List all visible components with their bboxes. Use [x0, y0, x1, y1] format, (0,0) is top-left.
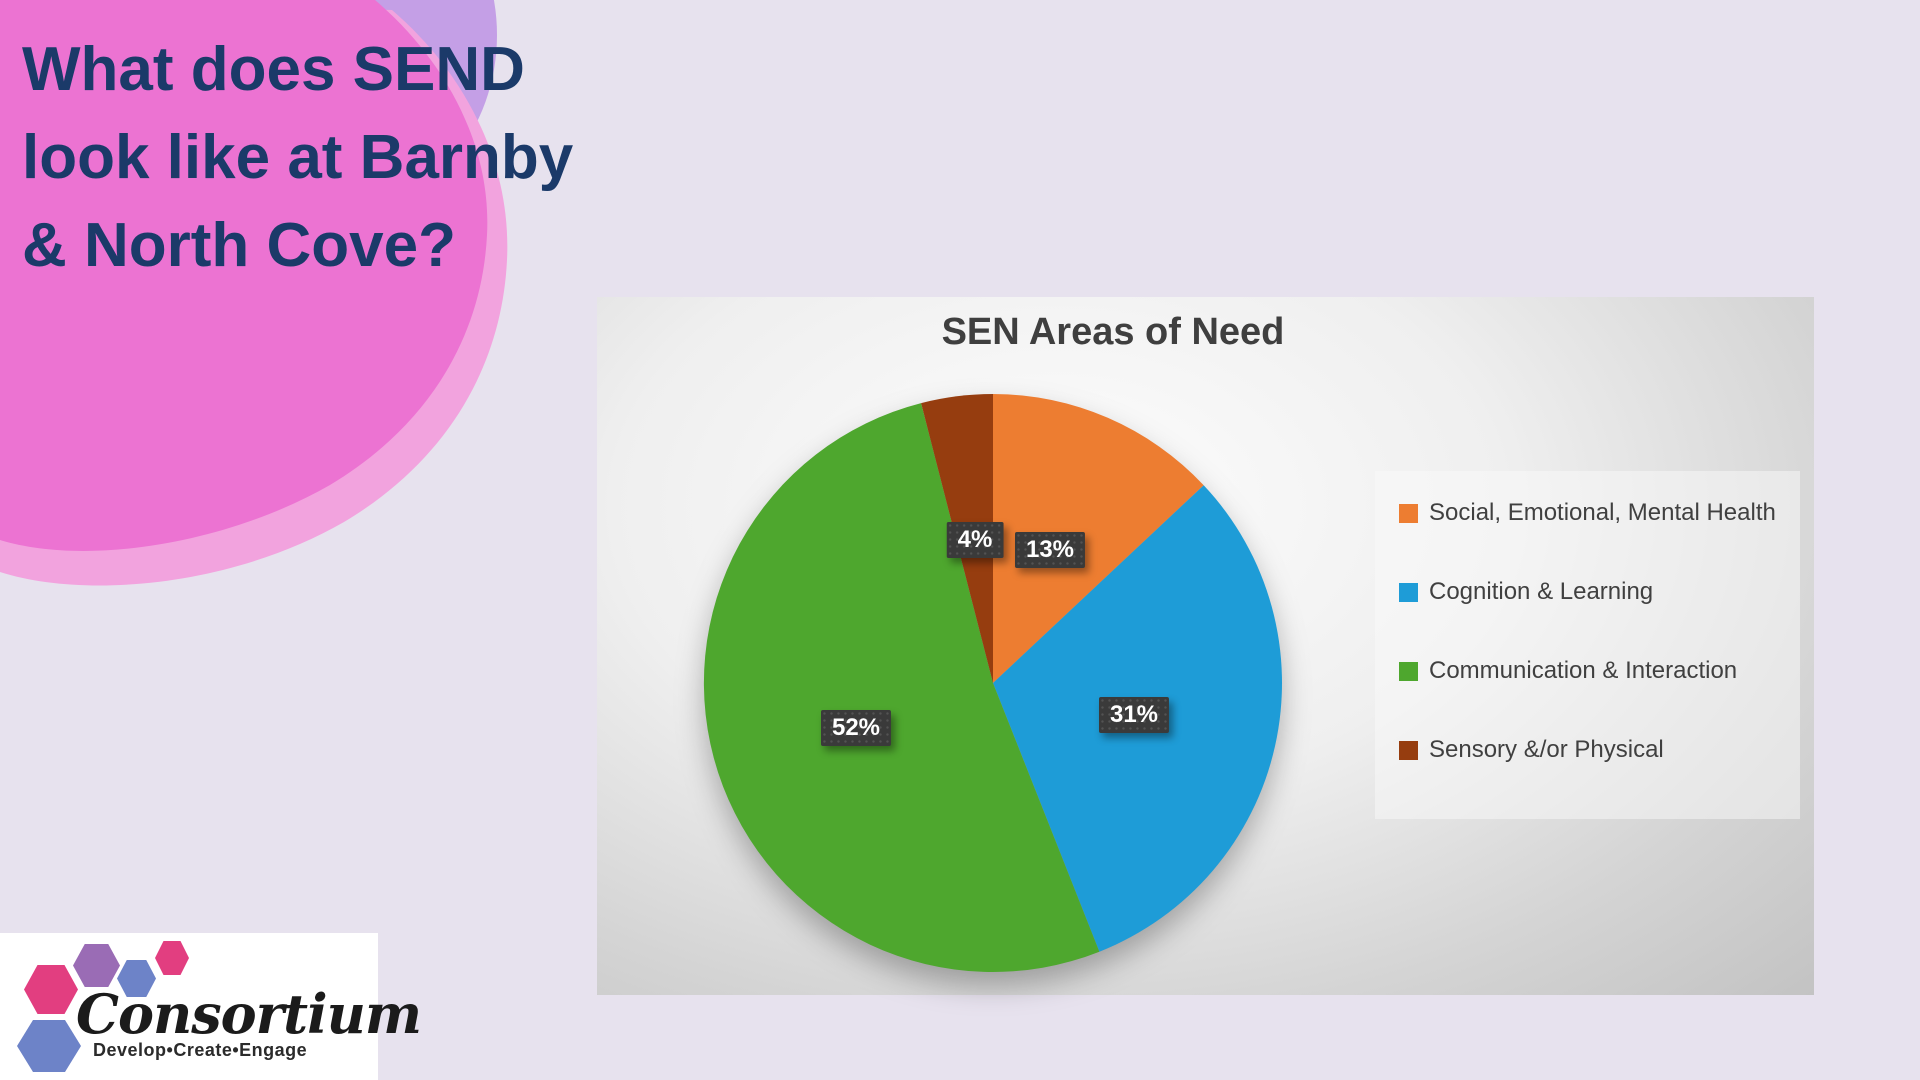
legend-swatch — [1399, 661, 1418, 681]
pie-chart — [703, 394, 1282, 973]
chart-title: SEN Areas of Need — [941, 311, 1285, 353]
slide-title-line: What does SEND — [22, 35, 525, 104]
hexagon-icon — [155, 941, 189, 975]
legend-label: Communication & Interaction — [1429, 657, 1738, 684]
pie-slice-communication-interaction — [703, 403, 1100, 973]
logo-tagline: Develop•Create•Engage — [93, 1040, 308, 1060]
hexagon-icon — [117, 960, 156, 997]
pie-slice-social-emotional-mental-health — [993, 394, 1204, 683]
chart-legend: Social, Emotional, Mental Health Cognitio… — [1375, 471, 1800, 819]
legend-label: Sensory &/or Physical — [1429, 736, 1664, 763]
legend-item: Communication & Interaction — [1399, 657, 1800, 684]
pie-data-label: 31% — [1098, 697, 1170, 733]
hexagon-icon — [24, 965, 78, 1014]
legend-item: Social, Emotional, Mental Health — [1399, 499, 1800, 526]
legend-item: Sensory &/or Physical — [1399, 736, 1800, 763]
pie-data-label: 13% — [1014, 532, 1086, 568]
slide-title-line: look like at Barnby — [22, 123, 574, 192]
legend-label: Social, Emotional, Mental Health — [1429, 499, 1776, 526]
pie-data-label: 4% — [946, 522, 1004, 558]
legend-swatch — [1399, 503, 1418, 523]
legend-swatch — [1399, 582, 1418, 602]
legend-item: Cognition & Learning — [1399, 578, 1800, 605]
legend-swatch — [1399, 740, 1418, 760]
slide-title-line: & North Cove? — [22, 211, 456, 280]
pie-data-label: 52% — [820, 710, 892, 746]
logo-wordmark: Consortium — [76, 982, 422, 1046]
pie-chart-panel: SEN Areas of Need Social, Emotional, Men… — [597, 297, 1814, 995]
hexagon-icon — [73, 944, 120, 987]
slide-title: What does SEND look like at Barnby & Nor… — [22, 26, 582, 290]
legend-label: Cognition & Learning — [1429, 578, 1654, 605]
